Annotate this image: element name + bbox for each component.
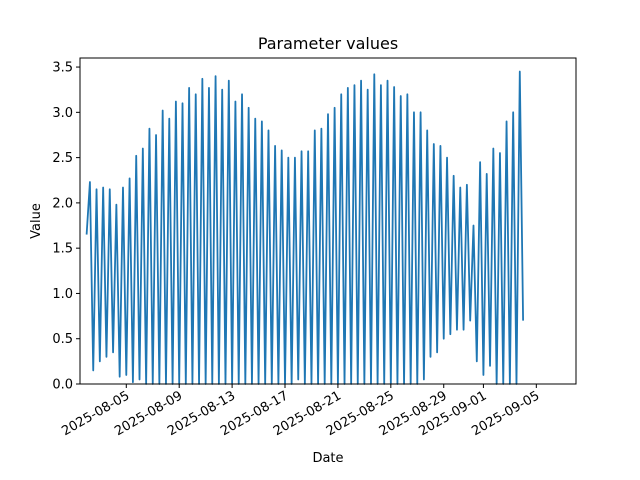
- y-tick-label: 3.0: [52, 106, 73, 121]
- y-axis: 0.0 0.5 1.0 1.5 2.0 2.5 3.0 3.5: [52, 61, 80, 393]
- y-axis-label: Value: [29, 203, 44, 239]
- y-tick-label: 0.0: [52, 378, 73, 393]
- chart-title: Parameter values: [258, 34, 398, 53]
- y-tick-label: 2.0: [52, 196, 73, 211]
- y-tick-label: 1.0: [52, 287, 73, 302]
- y-tick-label: 2.5: [52, 151, 73, 166]
- y-tick-label: 1.5: [52, 242, 73, 257]
- x-axis-label: Date: [312, 451, 343, 466]
- plot-frame: [79, 57, 577, 385]
- y-tick-label: 3.5: [52, 61, 73, 76]
- y-tick-label: 0.5: [52, 332, 73, 347]
- x-axis: 2025-08-052025-08-092025-08-132025-08-17…: [59, 384, 542, 439]
